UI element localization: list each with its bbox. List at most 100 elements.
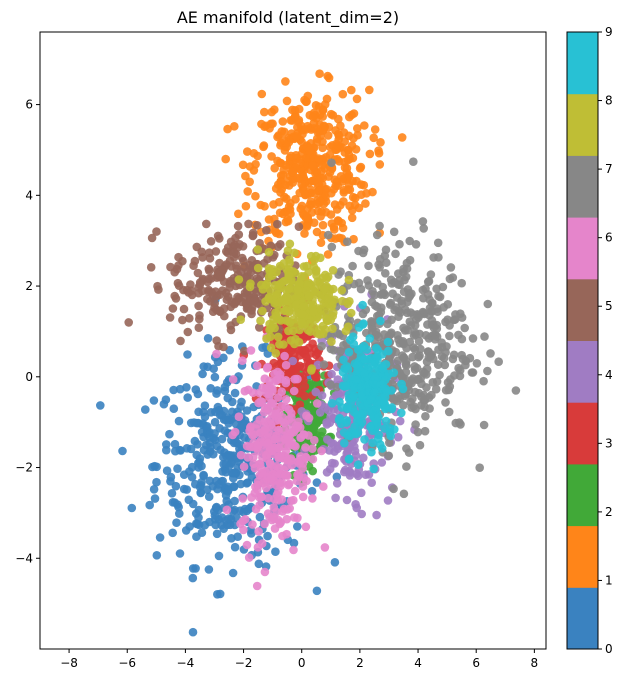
colorbar-tick-label: 7 — [605, 162, 613, 176]
scatter-point-class-1 — [365, 85, 374, 95]
scatter-point-class-1 — [344, 131, 354, 141]
scatter-point-class-0 — [213, 590, 222, 599]
scatter-point-class-7 — [423, 277, 433, 287]
scatter-point-class-5 — [229, 252, 239, 262]
scatter-point-class-7 — [479, 376, 488, 386]
scatter-point-class-7 — [419, 224, 429, 233]
scatter-point-class-8 — [290, 248, 299, 258]
colorbar-tick-label: 1 — [605, 573, 613, 587]
scatter-point-class-6 — [293, 513, 302, 523]
scatter-point-class-7 — [411, 420, 420, 429]
scatter-point-class-1 — [356, 162, 366, 172]
scatter-point-class-4 — [361, 470, 370, 480]
scatter-point-class-6 — [258, 383, 268, 392]
scatter-point-class-6 — [260, 519, 269, 529]
scatter-point-class-9 — [353, 460, 363, 470]
scatter-point-class-1 — [278, 117, 288, 126]
scatter-point-class-0 — [191, 509, 201, 518]
colorbar-segment-9 — [567, 32, 598, 95]
scatter-point-class-7 — [431, 384, 441, 394]
scatter-point-class-6 — [238, 356, 247, 366]
scatter-point-class-1 — [324, 73, 334, 83]
scatter-point-class-8 — [266, 332, 275, 342]
scatter-point-class-9 — [356, 367, 366, 376]
scatter-point-class-0 — [219, 459, 228, 469]
scatter-point-class-1 — [243, 187, 252, 196]
scatter-point-class-1 — [316, 238, 326, 247]
scatter-point-class-5 — [179, 285, 188, 295]
scatter-point-class-6 — [301, 522, 311, 532]
scatter-point-class-7 — [457, 278, 467, 288]
scatter-point-class-9 — [350, 422, 359, 432]
scatter-point-class-0 — [173, 500, 182, 509]
scatter-point-class-0 — [183, 393, 192, 402]
scatter-point-class-0 — [215, 424, 224, 433]
scatter-point-class-1 — [352, 94, 362, 104]
scatter-point-class-6 — [236, 450, 246, 460]
scatter-point-class-9 — [357, 388, 367, 398]
scatter-point-class-7 — [399, 489, 409, 499]
scatter-point-class-0 — [188, 627, 198, 637]
scatter-point-class-5 — [273, 219, 282, 229]
scatter-point-class-7 — [409, 157, 418, 166]
scatter-point-class-9 — [367, 447, 376, 457]
scatter-point-class-0 — [192, 532, 201, 541]
scatter-point-class-0 — [217, 410, 226, 420]
scatter-point-class-7 — [329, 345, 339, 355]
scatter-point-class-6 — [250, 463, 260, 473]
scatter-point-class-6 — [319, 482, 328, 491]
scatter-point-class-8 — [344, 275, 354, 285]
scatter-point-class-0 — [196, 481, 206, 490]
scatter-point-class-1 — [294, 104, 304, 114]
scatter-point-class-7 — [468, 334, 478, 343]
y-axis: −4 −2 0 2 4 6 — [15, 98, 40, 565]
scatter-point-class-8 — [275, 340, 284, 349]
scatter-point-class-0 — [173, 464, 182, 474]
scatter-point-class-7 — [429, 354, 438, 364]
scatter-point-class-6 — [234, 412, 244, 422]
scatter-point-class-6 — [301, 443, 310, 452]
scatter-point-class-8 — [269, 314, 278, 324]
scatter-point-class-8 — [282, 296, 291, 306]
scatter-point-class-8 — [234, 275, 244, 284]
scatter-point-class-7 — [389, 395, 399, 405]
scatter-point-class-6 — [280, 418, 290, 428]
scatter-point-class-5 — [174, 252, 183, 262]
x-tick-label: 6 — [472, 656, 480, 670]
scatter-point-class-0 — [170, 439, 180, 449]
x-tick-label: −2 — [235, 656, 253, 670]
scatter-point-class-0 — [228, 568, 238, 578]
scatter-point-class-1 — [273, 132, 282, 142]
scatter-point-class-0 — [210, 372, 220, 382]
scatter-point-class-6 — [293, 470, 302, 480]
scatter-point-class-5 — [194, 323, 204, 333]
scatter-point-class-1 — [281, 161, 290, 170]
scatter-point-class-7 — [430, 335, 440, 344]
scatter-point-class-9 — [386, 431, 396, 441]
scatter-point-class-1 — [369, 133, 379, 143]
scatter-point-class-4 — [345, 471, 355, 480]
scatter-point-class-7 — [354, 246, 363, 256]
scatter-point-class-7 — [402, 444, 411, 453]
scatter-point-class-1 — [308, 112, 318, 122]
scatter-point-class-1 — [344, 180, 354, 189]
scatter-point-class-8 — [268, 265, 277, 274]
y-tick-label: 6 — [25, 98, 33, 112]
scatter-point-class-1 — [336, 172, 346, 181]
scatter-point-class-4 — [332, 479, 342, 488]
scatter-point-class-1 — [270, 105, 279, 114]
scatter-point-class-7 — [402, 462, 411, 471]
scatter-points — [96, 69, 521, 637]
scatter-point-class-0 — [206, 442, 215, 452]
scatter-point-class-0 — [224, 514, 234, 523]
scatter-point-class-9 — [358, 300, 367, 310]
scatter-point-class-0 — [263, 531, 272, 541]
scatter-point-class-6 — [277, 477, 287, 487]
scatter-point-class-9 — [381, 416, 391, 426]
scatter-point-class-0 — [189, 418, 199, 427]
scatter-point-class-4 — [288, 356, 298, 366]
scatter-point-class-6 — [270, 524, 280, 533]
scatter-point-class-9 — [390, 425, 399, 434]
scatter-point-class-5 — [205, 248, 214, 257]
scatter-point-class-8 — [284, 271, 294, 280]
